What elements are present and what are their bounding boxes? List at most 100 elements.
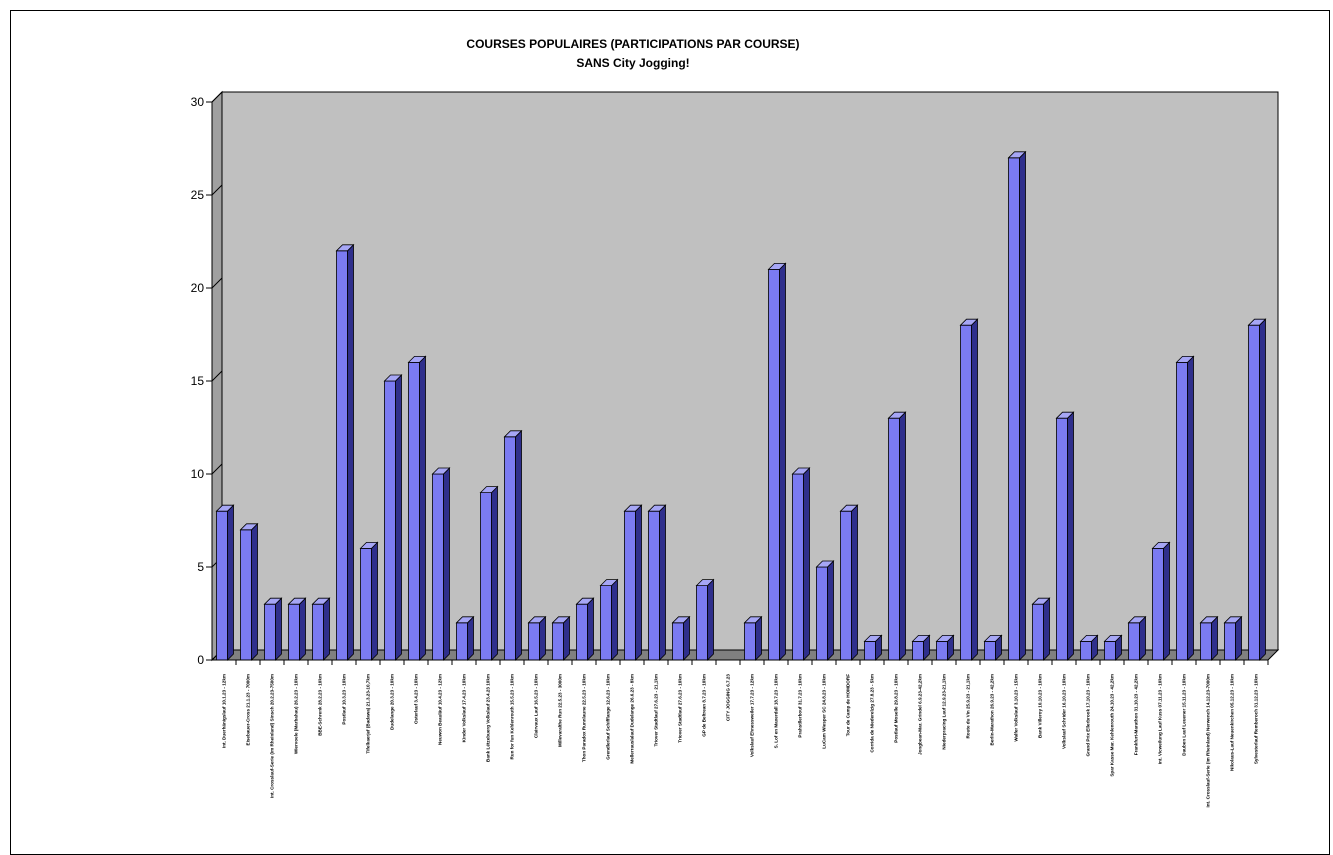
bar-front: [1224, 622, 1236, 661]
bar-top: [911, 635, 931, 642]
bar-top: [575, 597, 595, 605]
bar-top: [407, 355, 427, 363]
bar: [1007, 150, 1027, 661]
bar-side: [1067, 411, 1074, 661]
bar: [575, 597, 595, 661]
x-tick-label: Route du Vin 25.9.23 - 21,1km: [966, 674, 971, 739]
bar-side: [563, 615, 570, 661]
bar-top: [263, 597, 283, 605]
bar-front: [1104, 641, 1116, 661]
bar-side: [779, 262, 786, 661]
x-tick-label: GP de Beltrean 8.7.23 - 10km: [702, 674, 707, 737]
bar-top: [1175, 355, 1195, 363]
bar-front: [432, 473, 444, 661]
bar-front: [744, 622, 756, 661]
bar: [431, 467, 451, 661]
bar-top: [647, 504, 667, 512]
bar: [671, 615, 691, 661]
bar-top: [479, 486, 499, 494]
x-tick-label: Niederpracing Lauf 12.9.23-21,1km: [942, 674, 947, 750]
x-tick-label: Int. Crosslauf-Serie (im Rheinland) Nerw…: [1206, 674, 1211, 808]
x-tick-label: Nikolaus-Lauf Neuenkirchen 05.12.23 - 10…: [1230, 674, 1235, 771]
bar-top: [599, 579, 619, 586]
bar-front: [336, 250, 348, 661]
x-tick-label: Triover Stadtlauf 27.6.23 - 10km: [678, 674, 683, 743]
bar: [407, 355, 427, 661]
bars: [215, 150, 1267, 661]
bar: [1247, 318, 1267, 661]
bar-side: [971, 318, 978, 661]
bar-front: [1152, 548, 1164, 661]
x-tick-label: Kinder Volkslauf 17.4.23 - 10km: [462, 674, 467, 742]
bar: [1127, 615, 1147, 661]
bar: [911, 634, 931, 661]
bar-front: [360, 548, 372, 661]
bar-side: [1163, 541, 1170, 661]
bar-side: [755, 615, 762, 661]
x-tick-label: Neuwon Beauläuf 10.4.23 - 12km: [438, 674, 443, 745]
y-tick-depth: [211, 370, 223, 382]
x-tick-label: BBE-Schrenk 28.2.23 - 10km: [318, 674, 323, 736]
bar-top: [959, 318, 979, 326]
bar: [887, 411, 907, 661]
x-tick-label: Grand Prix Ellerbrook 17.10.23 - 10km: [1086, 674, 1091, 756]
bar: [791, 467, 811, 661]
bar-side: [1235, 615, 1242, 661]
bar: [815, 560, 835, 661]
bar-front: [1008, 157, 1020, 661]
y-tick-label: 15: [191, 374, 205, 388]
bar-front: [864, 641, 876, 661]
bar-front: [792, 473, 804, 661]
bar-front: [288, 603, 300, 661]
x-tick-label: Frankfurt-Marathon 31.10.23 - 42,2km: [1134, 674, 1139, 755]
x-tick-label: S. Lof en Maxerdall 18.7.23 - 10km: [774, 674, 779, 748]
x-tick-label: Int. Vicweilung Lauf Kuss 07.11.23 - 10k…: [1158, 674, 1163, 764]
y-tick-label: 0: [197, 653, 204, 667]
x-tick-label: Dauben Lauf Leuener 15.11.23 - 10km: [1182, 674, 1187, 756]
bar: [935, 634, 955, 661]
bar-front: [768, 268, 780, 661]
bar-top: [815, 560, 835, 568]
bar-top: [1031, 597, 1051, 605]
bar-top: [239, 523, 259, 531]
bar-side: [851, 504, 858, 661]
bar-top: [1127, 616, 1147, 624]
bar-front: [888, 417, 900, 661]
bar-side: [443, 467, 450, 661]
x-tick-label: Sylvesterlauf Remberoch 31.12.23 - 10km: [1254, 674, 1259, 764]
bar-side: [395, 374, 402, 661]
bar-side: [659, 504, 666, 661]
bar-front: [624, 510, 636, 661]
bar-top: [431, 467, 451, 475]
bar-side: [347, 243, 354, 661]
x-axis: Int. Duerhänigslauf 10.1.23 - 12km Eiseba…: [212, 659, 1269, 808]
bar: [1103, 634, 1123, 661]
x-tick-label: Mellerrauslalauf Dudelange 26.6.23 - 8km: [630, 674, 635, 764]
bar-side: [899, 411, 906, 661]
bar-top: [887, 411, 907, 419]
bar-front: [216, 510, 228, 661]
bar-front: [1080, 641, 1092, 661]
x-tick-label: Int. Crosslauf-Serie (im Rheinland) Sins…: [270, 674, 275, 798]
bar: [383, 374, 403, 661]
bar-front: [1056, 417, 1068, 661]
y-tick-depth: [211, 277, 223, 289]
bar-top: [767, 262, 787, 270]
chart-title: COURSES POPULAIRES (PARTICIPATIONS PAR C…: [466, 37, 799, 51]
x-tick-label: Dudelange 20.3.23 - 10km: [390, 674, 395, 730]
bar: [503, 429, 523, 661]
bar: [1223, 615, 1243, 661]
x-tick-label: Volkslauf Ehnessweiler 17.7.23 - 12km: [750, 674, 755, 757]
chart-subtitle: SANS City Jogging!: [576, 56, 689, 70]
bar-front: [408, 361, 420, 661]
x-tick-label: Postlauf 10.3.23 - 10km: [342, 674, 347, 725]
bar-front: [912, 641, 924, 661]
bar: [263, 597, 283, 661]
x-tick-label: Thon Paradox Runnlaune 22.5.23 - 10km: [582, 674, 587, 762]
x-tick-label: CITY JOGGING 6.7.23: [726, 674, 731, 722]
bar-side: [803, 467, 810, 661]
x-tick-label: Wiervoele (Marbahau) 26.2.23 - 10km: [294, 674, 299, 754]
bar-side: [611, 578, 618, 661]
x-tick-label: LuCam Wiesper SC 24.8.23 - 10km: [822, 674, 827, 749]
x-tick-label: Triover Stadtlauf 27.6.23 - 21,1km: [654, 674, 659, 747]
